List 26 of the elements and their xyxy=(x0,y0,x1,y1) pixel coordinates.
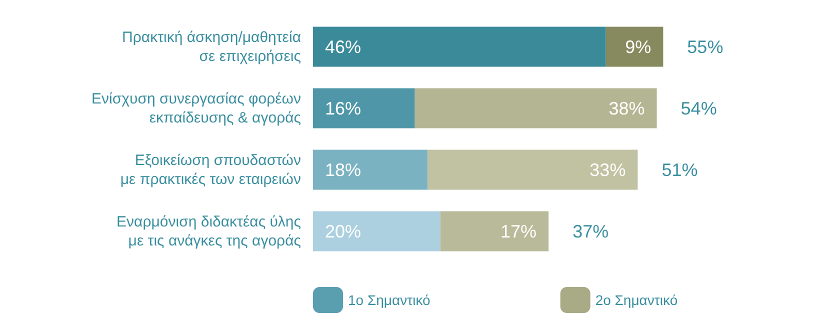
bar xyxy=(313,211,440,252)
bar xyxy=(440,211,549,252)
data-label: 20% xyxy=(325,221,362,242)
total-label: 51% xyxy=(662,160,698,180)
bar xyxy=(428,150,638,190)
y-tick-label: Ενίσχυση συνεργασίας φορέων εκπαίδευσης & αγοράς xyxy=(92,90,301,126)
total-label: 55% xyxy=(687,36,724,57)
data-label: 17% xyxy=(500,221,537,242)
bar xyxy=(313,26,606,67)
data-label: 38% xyxy=(608,98,645,118)
data-label: 33% xyxy=(590,160,626,180)
legend-label: 1ο Σημαντικό xyxy=(348,292,431,308)
y-tick-label: Εναρμόνιση διδακτέας ύλης με τις ανάγκες της αγοράς xyxy=(116,213,301,250)
y-tick-label: Εξοικείωση σπουδαστών με πρακτικές των εταιρειών xyxy=(120,152,301,188)
bar xyxy=(606,26,664,67)
bar xyxy=(313,150,428,190)
data-label: 16% xyxy=(325,98,362,118)
bar xyxy=(313,88,415,128)
data-label: 18% xyxy=(325,160,362,180)
total-label: 54% xyxy=(680,98,717,118)
data-label: 46% xyxy=(325,36,362,57)
legend-label: 2ο Σημαντικό xyxy=(595,292,678,308)
data-label: 9% xyxy=(625,36,652,57)
total-label: 37% xyxy=(572,221,609,242)
bar xyxy=(414,88,657,128)
y-tick-label: Πρακτική άσκηση/μαθητεία σε επιχειρήσεις xyxy=(122,28,302,65)
